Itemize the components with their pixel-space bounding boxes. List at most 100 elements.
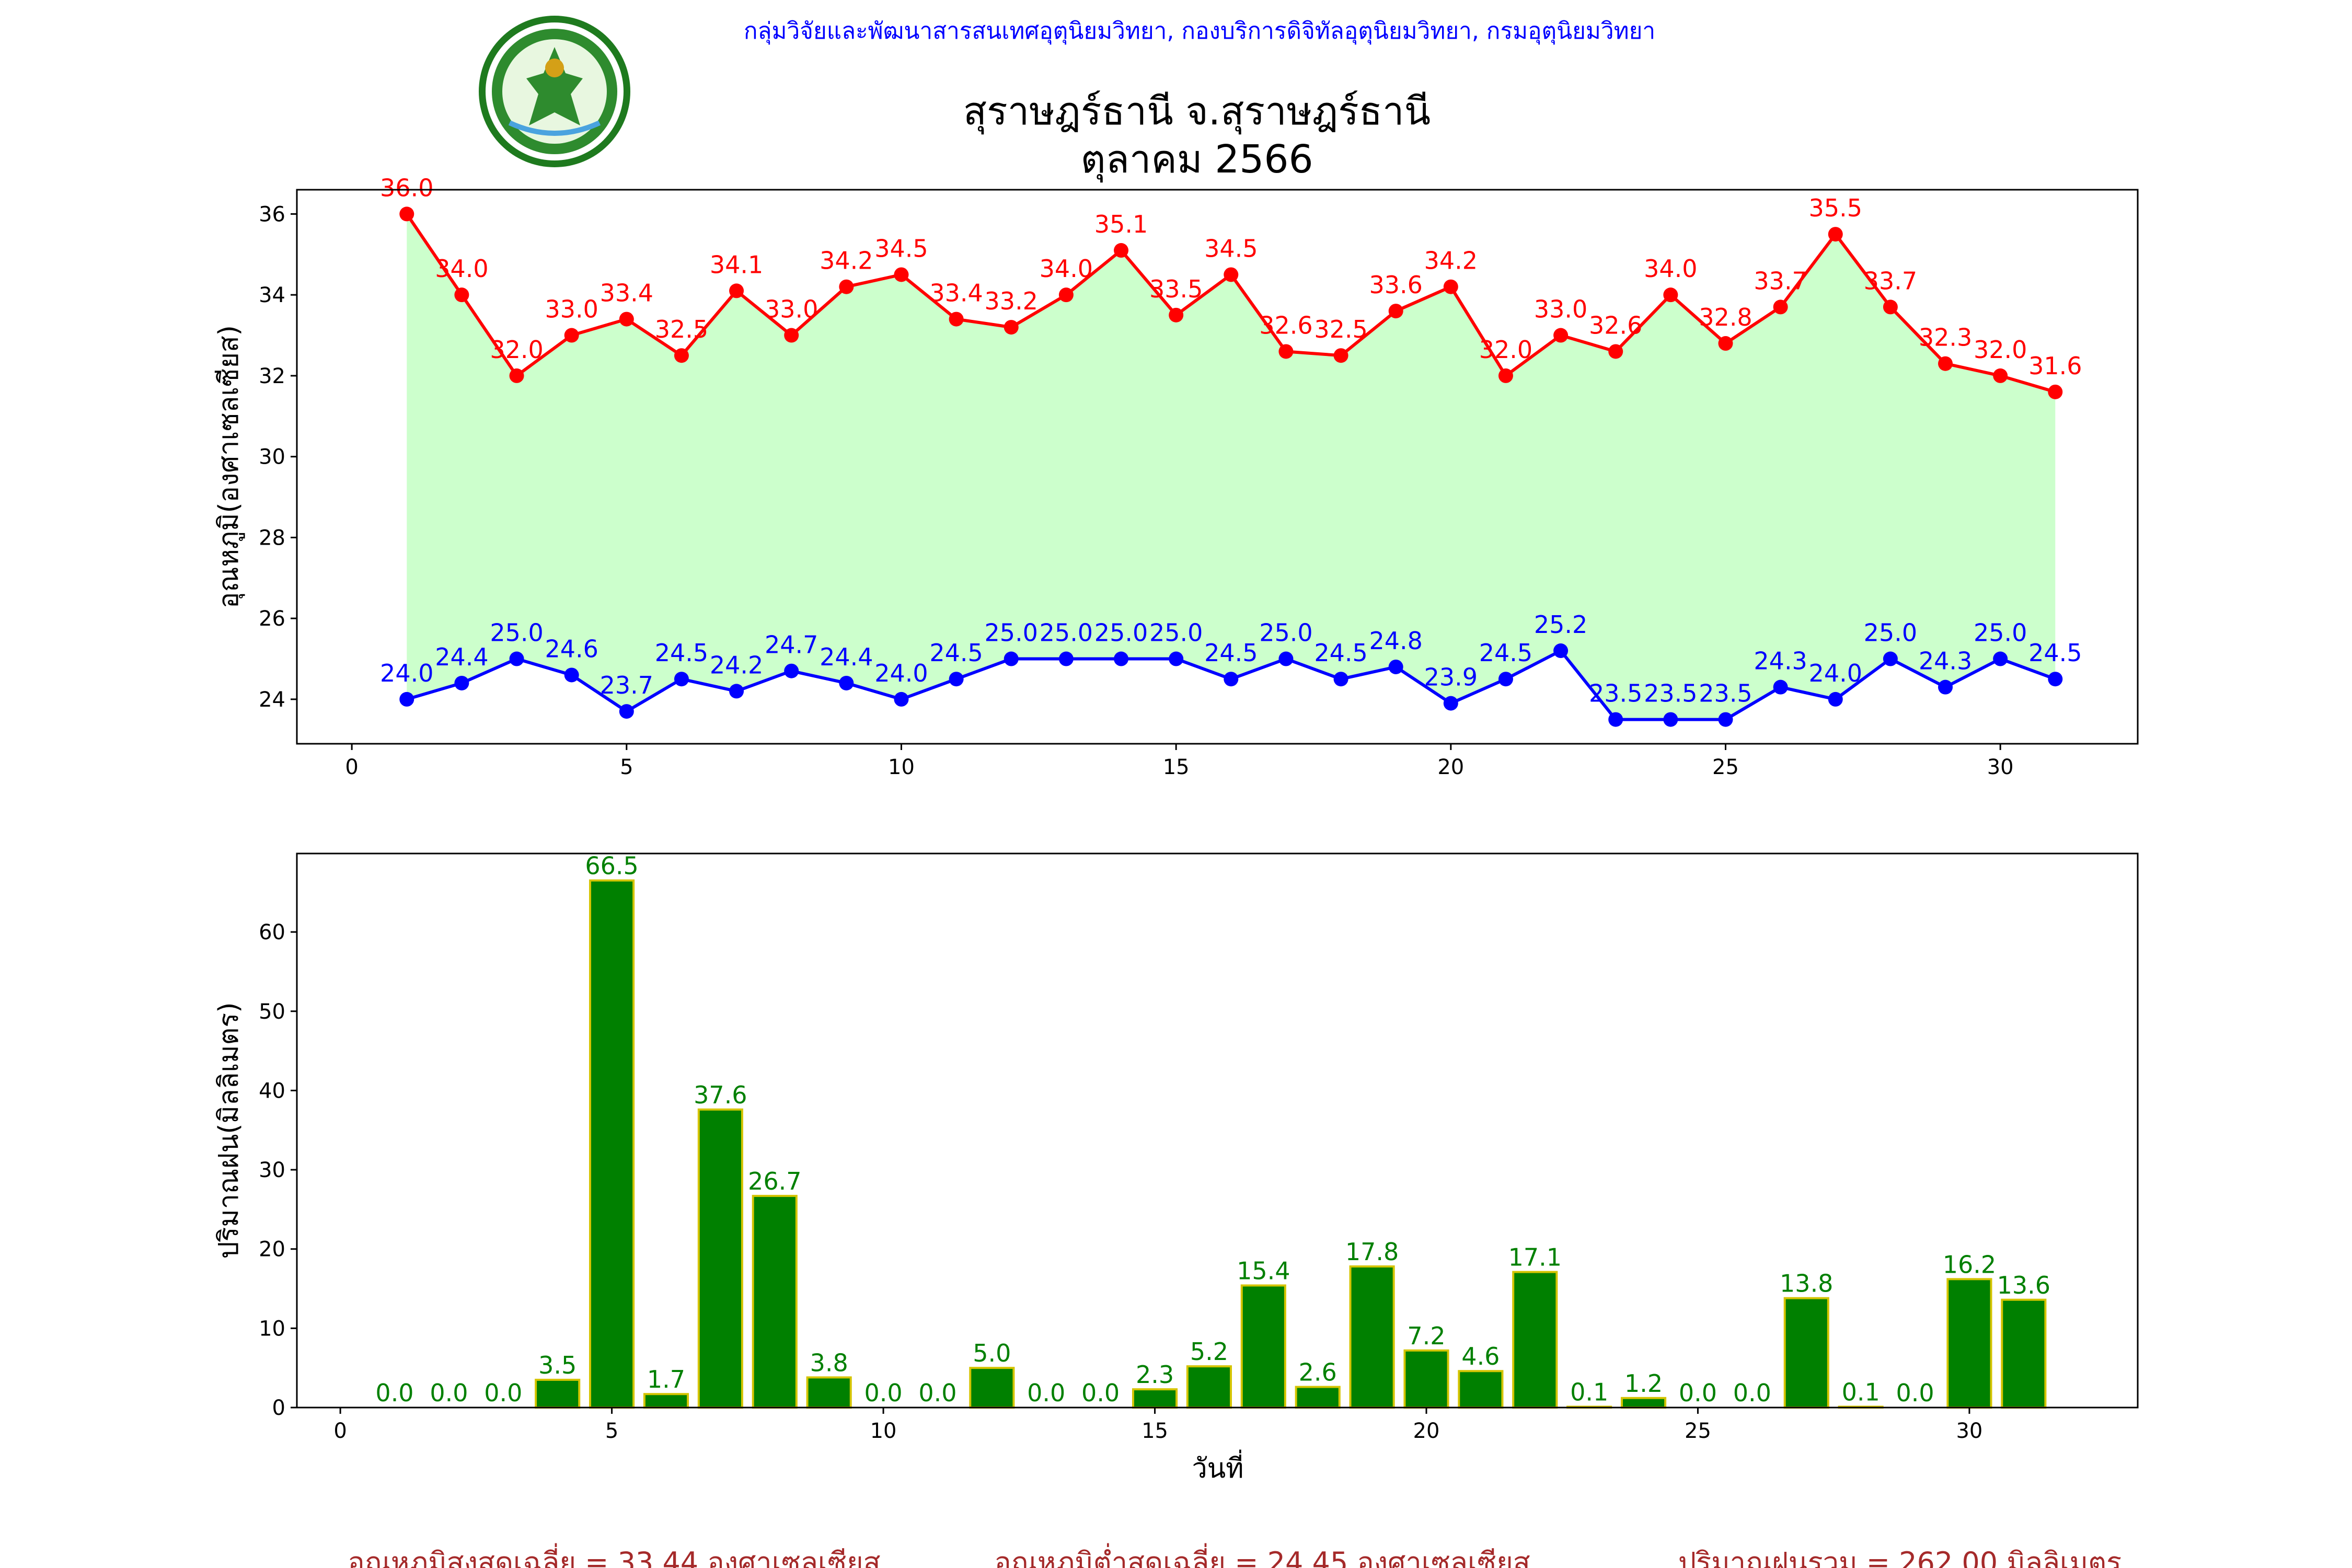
rain-y-tick-label: 10	[259, 1317, 285, 1341]
min-temperature-label: 24.5	[1479, 639, 1532, 667]
max-temperature-label: 33.0	[765, 295, 818, 324]
rain-y-tick-label: 60	[259, 920, 285, 944]
rain-y-tick-label: 20	[259, 1238, 285, 1262]
max-temperature-point	[1718, 336, 1733, 351]
min-temperature-label: 24.5	[2028, 639, 2082, 667]
min-temperature-label: 24.0	[874, 659, 928, 687]
temperature-x-tick-label: 30	[1987, 755, 2014, 779]
rain-bar	[1349, 1265, 1395, 1409]
rain-bar-label: 0.0	[484, 1379, 522, 1407]
temperature-x-tick-label: 25	[1712, 755, 1739, 779]
min-temperature-point	[839, 675, 854, 690]
max-temperature-label: 36.0	[380, 174, 433, 202]
max-temperature-point	[1773, 299, 1788, 315]
rain-bar	[1621, 1397, 1667, 1409]
max-temperature-point	[949, 312, 964, 327]
max-temperature-point	[1224, 267, 1239, 282]
max-temperature-label: 33.0	[1534, 295, 1587, 324]
rain-bar-label: 4.6	[1461, 1342, 1500, 1370]
min-temperature-point	[1443, 696, 1458, 711]
max-temperature-label: 34.5	[874, 234, 928, 262]
max-temperature-point	[1388, 304, 1403, 319]
min-temperature-label: 24.0	[1809, 659, 1862, 687]
temperature-range-fill	[407, 214, 2056, 720]
rain-bar-label: 15.4	[1237, 1256, 1290, 1285]
temperature-panel: 36.034.032.033.033.432.534.133.034.2 34.5…	[213, 174, 2139, 779]
rain-x-tick-label: 30	[1956, 1419, 1982, 1443]
min-temperature-point	[894, 691, 909, 707]
min-temperature-point	[1608, 712, 1623, 727]
footer-avg-min: อุณหภูมิต่ำสุดเฉลี่ย = 24.45 องศาเซลเซีย…	[994, 1543, 1530, 1568]
rain-plot-frame	[296, 852, 2139, 1409]
min-temperature-label: 24.6	[545, 635, 598, 663]
max-temperature-label: 35.5	[1809, 194, 1862, 222]
min-temperature-label: 24.5	[655, 639, 708, 667]
max-temperature-label: 34.1	[710, 250, 763, 279]
department-logo	[479, 16, 630, 167]
temperature-plot-frame	[296, 189, 2139, 745]
rain-bar-label: 0.0	[1027, 1379, 1065, 1407]
min-temperature-point	[1169, 651, 1184, 666]
max-temperature-point	[1278, 344, 1294, 359]
rain-x-tick-label: 5	[605, 1419, 618, 1443]
max-temperature-label: 32.0	[1974, 336, 2027, 364]
max-temperature-label: 32.6	[1589, 311, 1642, 339]
rain-bar	[969, 1367, 1015, 1409]
min-temperature-point	[509, 651, 524, 666]
rain-bars	[535, 879, 2047, 1409]
max-temperature-label: 32.3	[1919, 324, 1972, 352]
rain-bar-label: 0.1	[1570, 1378, 1608, 1406]
max-temperature-label: 33.2	[985, 287, 1038, 315]
rain-bar-label: 0.0	[1733, 1379, 1771, 1407]
max-temperature-label: 35.1	[1094, 210, 1148, 238]
temperature-y-tick-label: 28	[259, 526, 285, 550]
rain-bar	[752, 1195, 798, 1409]
max-temperature-label: 32.6	[1259, 311, 1312, 339]
max-temperature-point	[564, 328, 579, 343]
min-temperature-point	[619, 704, 634, 719]
max-temperature-label: 33.0	[545, 295, 598, 324]
rain-bar	[1295, 1386, 1341, 1409]
min-temperature-label: 25.0	[985, 619, 1038, 647]
max-temperature-point	[399, 206, 414, 222]
temperature-y-tick-label: 32	[259, 364, 285, 388]
min-temperature-label: 24.4	[820, 643, 873, 671]
min-temperature-point	[674, 672, 689, 687]
rain-bar-label: 3.8	[810, 1348, 848, 1377]
rain-bar	[806, 1376, 852, 1409]
rain-bar-label: 1.2	[1624, 1369, 1663, 1398]
rain-bar-label: 0.0	[918, 1379, 956, 1407]
min-temperature-label: 25.0	[1149, 619, 1203, 647]
temperature-y-tick-label: 26	[259, 607, 285, 631]
rain-y-tick-label: 40	[259, 1079, 285, 1103]
min-temperature-point	[1498, 672, 1513, 687]
rain-x-tick-label: 25	[1685, 1419, 1711, 1443]
min-temperature-label: 24.5	[1204, 639, 1258, 667]
rain-x-tick-label: 15	[1142, 1419, 1168, 1443]
max-temperature-label: 32.0	[1479, 336, 1532, 364]
org-line: กลุ่มวิจัยและพัฒนาสารสนเทศอุตุนิยมวิทยา,…	[744, 18, 1655, 45]
rain-x-ticks: 0 5 10 15 20 25 30	[333, 1408, 1982, 1443]
min-temperature-label: 24.5	[929, 639, 983, 667]
min-temperature-point	[1938, 679, 1953, 695]
min-temperature-label: 24.7	[765, 631, 818, 659]
title-line1: สุราษฎร์ธานี จ.สุราษฎร์ธานี	[963, 89, 1431, 135]
min-temperature-point	[1553, 643, 1569, 659]
temperature-y-ticks: 24 26 28 30 32 34 36	[259, 202, 297, 712]
min-temperature-point	[1993, 651, 2008, 666]
min-temperature-label: 25.0	[1864, 619, 1917, 647]
title-line2: ตุลาคม 2566	[1080, 137, 1313, 183]
max-temperature-point	[1663, 287, 1678, 303]
rain-y-tick-label: 50	[259, 1000, 285, 1024]
max-temperature-point	[839, 279, 854, 294]
rain-panel: 0.0 0.0 0.0 3.5 66.5 1.7 37.6 26.7 3.8 0.0 0.0 5.0 0…	[213, 852, 2139, 1484]
rain-bar	[589, 879, 635, 1409]
max-temperature-point	[1333, 348, 1348, 363]
rain-bar-label: 13.8	[1780, 1270, 1833, 1298]
max-temperature-point	[1058, 287, 1074, 303]
rain-bar-label: 0.0	[1896, 1379, 1934, 1407]
rain-bar-label: 5.0	[973, 1339, 1011, 1367]
max-temperature-label: 32.0	[490, 336, 543, 364]
rain-bar-label: 1.7	[647, 1365, 685, 1393]
max-temperature-label: 34.0	[1040, 255, 1093, 283]
